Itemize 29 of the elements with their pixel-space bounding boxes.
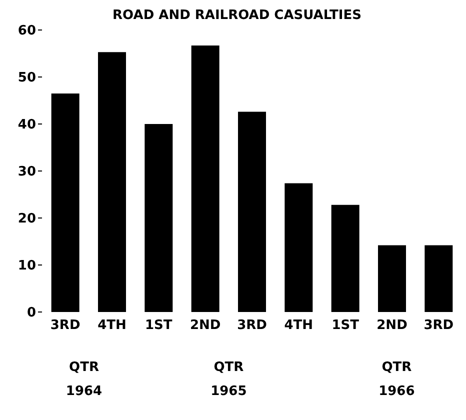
bar: [378, 245, 406, 312]
bar: [51, 93, 80, 312]
x-tick-label: 1ST: [332, 318, 360, 334]
bar: [144, 124, 173, 312]
x-tick-label: 3RD: [50, 318, 80, 334]
y-tick-label: 50: [18, 70, 36, 86]
x-tick-label: 4TH: [98, 318, 126, 334]
y-tick-label: 0: [26, 306, 36, 321]
x-tick-label: 2ND: [376, 318, 408, 334]
x-tick-label: 2ND: [190, 318, 221, 334]
y-tick-label: 60: [18, 24, 36, 39]
y-tick-label: 20: [18, 212, 36, 227]
bar: [98, 52, 126, 312]
chart-title: ROAD AND RAILROAD CASUALTIES: [112, 8, 362, 23]
x-tick-label: 4TH: [284, 318, 314, 334]
y-tick-label: 40: [18, 118, 36, 133]
x-tick-label: 1ST: [145, 318, 172, 334]
text: QTR 1966: [378, 359, 416, 401]
x-tick-label: 3RD: [237, 318, 268, 334]
x-tick-label: 3RD: [424, 318, 454, 334]
bar: [424, 245, 453, 312]
bar: [284, 183, 313, 312]
bar: [191, 46, 220, 312]
bar: [238, 112, 266, 312]
y-tick-label: 10: [18, 258, 36, 274]
text: QTR 1965: [210, 359, 248, 401]
bar: [331, 204, 360, 312]
y-tick-label: 30: [18, 164, 36, 180]
text: QTR 1964: [64, 359, 104, 401]
